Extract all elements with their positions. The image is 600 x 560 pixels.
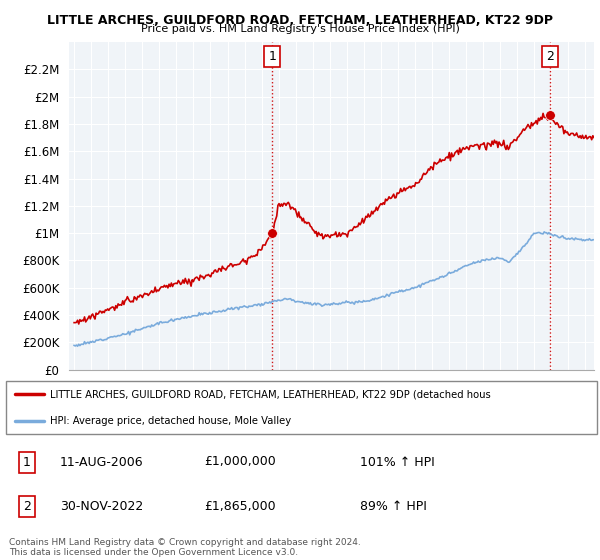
Text: 1: 1 <box>23 455 31 469</box>
Text: LITTLE ARCHES, GUILDFORD ROAD, FETCHAM, LEATHERHEAD, KT22 9DP: LITTLE ARCHES, GUILDFORD ROAD, FETCHAM, … <box>47 14 553 27</box>
Text: 30-NOV-2022: 30-NOV-2022 <box>60 500 143 514</box>
Text: 2: 2 <box>23 500 31 514</box>
Text: 11-AUG-2006: 11-AUG-2006 <box>60 455 143 469</box>
Text: LITTLE ARCHES, GUILDFORD ROAD, FETCHAM, LEATHERHEAD, KT22 9DP (detached hous: LITTLE ARCHES, GUILDFORD ROAD, FETCHAM, … <box>50 389 491 399</box>
Text: 1: 1 <box>268 50 276 63</box>
Text: £1,000,000: £1,000,000 <box>204 455 276 469</box>
Text: £1,865,000: £1,865,000 <box>204 500 275 514</box>
Text: Price paid vs. HM Land Registry's House Price Index (HPI): Price paid vs. HM Land Registry's House … <box>140 24 460 34</box>
Text: Contains HM Land Registry data © Crown copyright and database right 2024.
This d: Contains HM Land Registry data © Crown c… <box>9 538 361 557</box>
Text: 2: 2 <box>546 50 554 63</box>
Text: HPI: Average price, detached house, Mole Valley: HPI: Average price, detached house, Mole… <box>50 416 292 426</box>
Text: 89% ↑ HPI: 89% ↑ HPI <box>360 500 427 514</box>
Text: 101% ↑ HPI: 101% ↑ HPI <box>360 455 435 469</box>
